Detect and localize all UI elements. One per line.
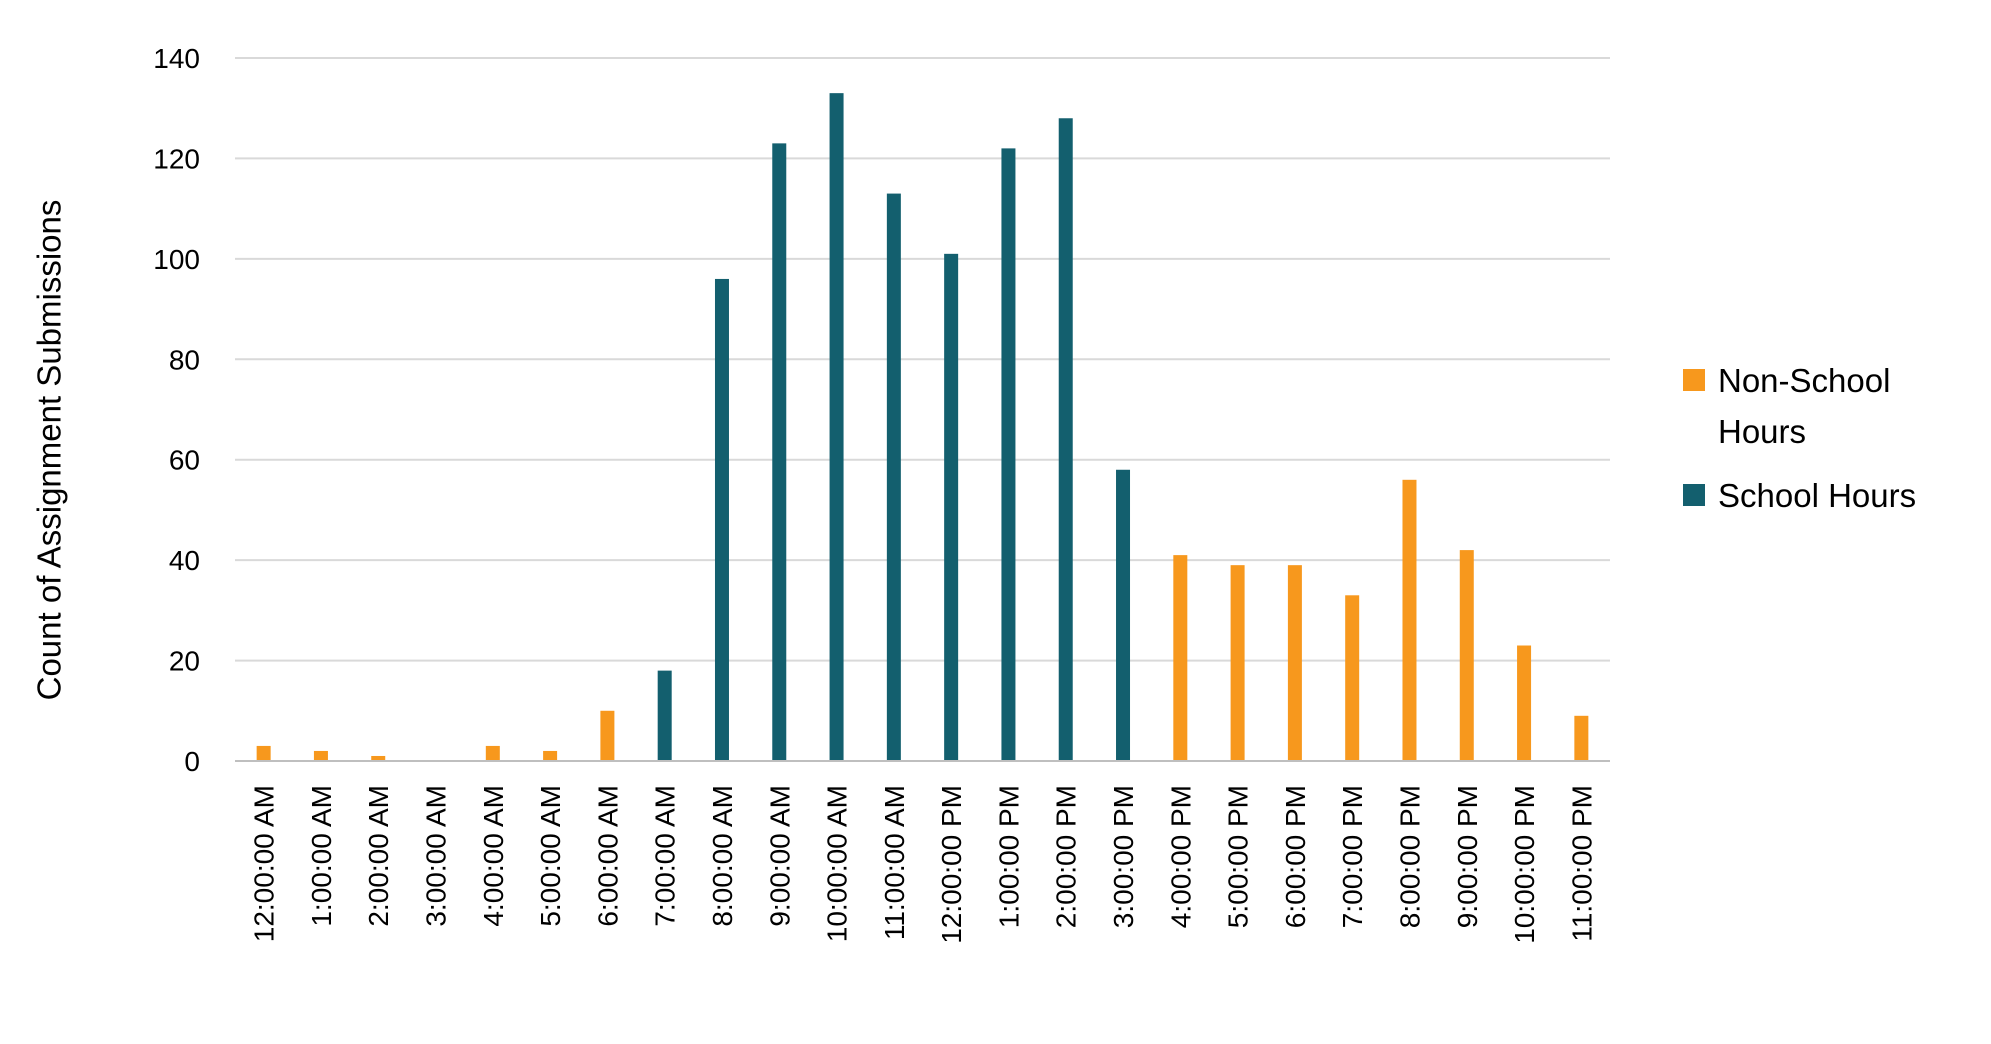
y-axis-label: Count of Assignment Submissions <box>31 200 68 701</box>
x-tick-label: 2:00:00 PM <box>1051 785 1082 928</box>
bar-5 <box>543 750 558 761</box>
y-tick-label: 0 <box>184 746 200 777</box>
bar-6 <box>600 710 615 761</box>
x-tick-label: 1:00:00 PM <box>993 785 1024 928</box>
x-tick-label: 5:00:00 AM <box>535 785 566 927</box>
y-tick-label: 40 <box>169 545 200 576</box>
x-tick-label: 10:00:00 PM <box>1509 785 1540 944</box>
legend-label: School Hours <box>1718 477 1916 514</box>
x-tick-label: 12:00:00 AM <box>249 785 280 942</box>
bar-19 <box>1345 595 1360 761</box>
bar-18 <box>1287 565 1302 761</box>
x-tick-label: 7:00:00 PM <box>1337 785 1368 928</box>
x-axis-tick-labels: 12:00:00 AM 1:00:00 AM 2:00:00 AM 3:00:00 A… <box>249 785 1598 944</box>
x-tick-label: 3:00:00 AM <box>421 785 452 927</box>
bar-0 <box>256 745 271 761</box>
bar-17 <box>1230 565 1245 761</box>
bar-20 <box>1402 479 1417 761</box>
x-tick-label: 8:00:00 PM <box>1394 785 1425 928</box>
x-tick-label: 11:00:00 AM <box>879 785 910 940</box>
legend: Non-School Hours School Hours <box>1683 362 1916 514</box>
y-axis-tick-labels: 0 20 40 60 80 100 120 140 <box>153 43 200 777</box>
bar-7 <box>657 670 672 761</box>
y-tick-label: 20 <box>169 646 200 677</box>
x-tick-label: 9:00:00 AM <box>764 785 795 927</box>
bars <box>256 93 1589 762</box>
x-tick-label: 3:00:00 PM <box>1108 785 1139 928</box>
x-tick-label: 12:00:00 PM <box>936 785 967 944</box>
y-tick-label: 100 <box>153 244 200 275</box>
x-tick-label: 4:00:00 AM <box>478 785 509 927</box>
bar-2 <box>371 755 386 761</box>
x-tick-label: 6:00:00 PM <box>1280 785 1311 928</box>
bar-16 <box>1173 555 1188 761</box>
y-tick-label: 60 <box>169 445 200 476</box>
x-tick-label: 9:00:00 PM <box>1452 785 1483 928</box>
legend-label: Non-School Hours <box>1718 362 1890 450</box>
bar-13 <box>1001 148 1016 761</box>
x-tick-label: 6:00:00 AM <box>592 785 623 927</box>
bar-10 <box>829 93 844 761</box>
x-tick-label: 8:00:00 AM <box>707 785 738 927</box>
y-tick-label: 80 <box>169 344 200 375</box>
y-tick-label: 140 <box>153 43 200 74</box>
bar-14 <box>1058 118 1073 761</box>
x-tick-label: 1:00:00 AM <box>306 785 337 927</box>
bar-8 <box>714 278 729 761</box>
bar-4 <box>485 745 500 761</box>
bar-11 <box>886 193 901 762</box>
y-tick-label: 120 <box>153 143 200 174</box>
gridlines <box>235 57 1610 662</box>
legend-item: School Hours <box>1683 477 1916 514</box>
legend-item: Non-School Hours <box>1683 362 1890 450</box>
bar-15 <box>1116 469 1131 761</box>
bar-23 <box>1574 715 1589 761</box>
legend-swatch <box>1683 369 1705 391</box>
bar-1 <box>313 750 328 761</box>
bar-21 <box>1459 550 1474 761</box>
x-tick-label: 7:00:00 AM <box>650 785 681 927</box>
x-tick-label: 10:00:00 AM <box>822 785 853 942</box>
legend-swatch <box>1683 484 1705 506</box>
x-tick-label: 5:00:00 PM <box>1223 785 1254 928</box>
bar-22 <box>1517 645 1532 761</box>
x-tick-label: 2:00:00 AM <box>363 785 394 927</box>
bar-9 <box>772 143 787 762</box>
x-tick-label: 11:00:00 PM <box>1566 785 1597 942</box>
x-tick-label: 4:00:00 PM <box>1165 785 1196 928</box>
bar-12 <box>944 253 959 762</box>
